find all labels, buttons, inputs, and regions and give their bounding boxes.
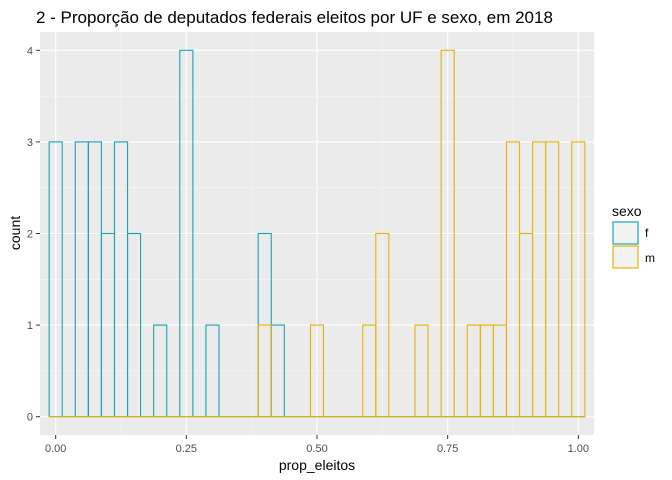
legend-key-m [612, 245, 639, 269]
bar-m [309, 324, 325, 418]
chart-title: 2 - Proporção de deputados federais elei… [36, 8, 553, 27]
legend-key-f [612, 221, 639, 245]
y-tick-label: 2 [27, 229, 33, 241]
x-axis-title: prop_eleitos [279, 457, 355, 473]
bar-m [545, 141, 560, 418]
x-tick-label: 1.00 [568, 443, 589, 455]
legend-title: sexo [612, 203, 642, 219]
legend: sexo f m [612, 203, 655, 269]
y-tick-label: 0 [27, 412, 33, 424]
bar-m [440, 49, 455, 418]
x-axis-ticks: 0.00 0.25 0.50 0.75 1.00 [45, 435, 589, 455]
bar-m [375, 232, 390, 418]
x-tick-label: 0.25 [176, 443, 197, 455]
y-tick-label: 3 [27, 137, 33, 149]
legend-label-m: m [645, 251, 655, 265]
x-tick-label: 0.50 [306, 443, 327, 455]
legend-label-f: f [645, 226, 649, 240]
y-tick-label: 1 [27, 320, 33, 332]
bar-m [414, 324, 429, 418]
series-m-bars [48, 49, 586, 418]
x-tick-label: 0.75 [437, 443, 458, 455]
y-axis-ticks: 0 1 2 3 4 [27, 45, 40, 424]
bar-m [571, 141, 586, 418]
y-tick-label: 4 [27, 45, 33, 57]
bar-m [257, 324, 272, 418]
y-axis-title: count [7, 216, 23, 250]
x-tick-label: 0.00 [45, 443, 66, 455]
